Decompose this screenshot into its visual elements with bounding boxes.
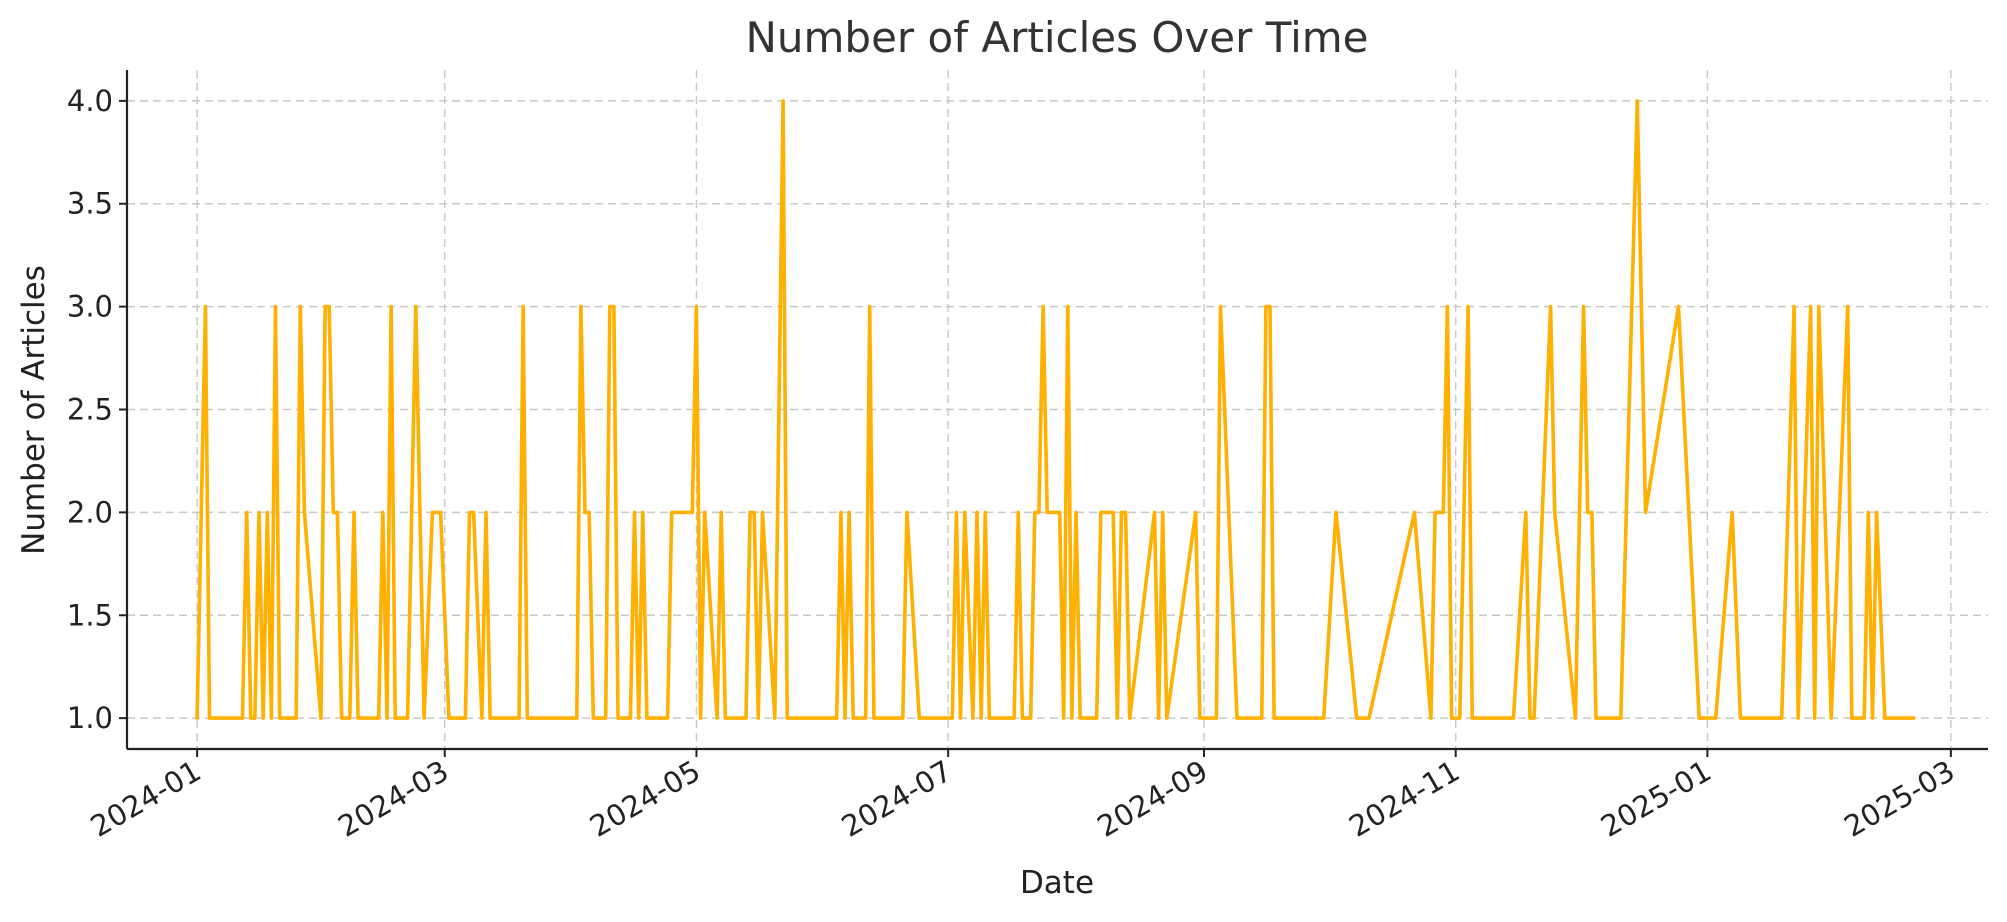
y-ticks: 1.0 1.5 2.0 2.5 3.0 3.5 4.0 — [67, 84, 127, 735]
x-tick-label: 2024-09 — [1092, 754, 1214, 844]
x-tick-label: 2024-07 — [836, 754, 958, 844]
y-tick-label: 4.0 — [67, 84, 113, 118]
y-axis-label: Number of Articles — [16, 265, 52, 555]
x-tick-label: 2025-01 — [1595, 754, 1717, 844]
x-tick-label: 2025-03 — [1838, 754, 1960, 844]
y-tick-label: 2.5 — [67, 393, 113, 427]
series-line — [195, 99, 1916, 720]
x-tick-label: 2024-05 — [584, 754, 706, 844]
y-tick-label: 2.0 — [67, 495, 113, 529]
x-axis-label: Date — [1020, 865, 1094, 901]
grid — [127, 70, 1988, 749]
x-ticks: 2024-01 2024-03 2024-05 2024-07 2024-09 2024-… — [85, 749, 1960, 844]
y-tick-label: 1.0 — [67, 701, 113, 735]
y-tick-label: 3.0 — [67, 290, 113, 324]
y-tick-label: 3.5 — [67, 187, 113, 221]
x-tick-label: 2024-11 — [1343, 754, 1465, 844]
x-tick-label: 2024-01 — [85, 754, 207, 844]
x-tick-label: 2024-03 — [332, 754, 454, 844]
chart-title: Number of Articles Over Time — [745, 13, 1368, 62]
y-tick-label: 1.5 — [67, 598, 113, 632]
series-layer — [195, 99, 1916, 720]
